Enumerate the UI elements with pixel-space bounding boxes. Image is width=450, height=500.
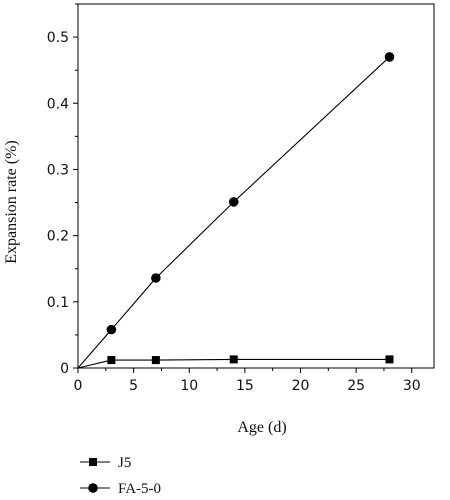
legend-label: FA-5-0 [118,481,161,497]
x-tick-label: 10 [180,378,198,394]
plot-frame [77,3,435,369]
x-tick-label: 30 [403,378,421,394]
x-axis-title: Age (d) [237,419,286,436]
y-tick-label: 0.3 [47,162,69,178]
y-tick-label: 0.4 [47,96,69,112]
x-tick-label: 25 [347,378,365,394]
x-axis-ticks: 0 5 10 15 20 25 30 [74,368,421,394]
y-tick-label: 0.5 [47,30,69,46]
y-axis-title: Expansion rate (%) [3,140,20,264]
x-tick-label: 20 [292,378,310,394]
series-j5 [77,355,394,369]
legend-marker [89,458,97,466]
y-tick-label: 0.1 [47,295,69,311]
axes [77,3,435,369]
y-tick-label: 0.2 [47,229,69,245]
series-fa-5-0 [77,52,395,369]
series-layer [77,52,395,369]
data-point [228,197,239,207]
y-axis-ticks: 0 0.1 0.2 0.3 0.4 0.5 [47,3,78,377]
x-tick-label: 15 [236,378,254,394]
data-point [107,356,116,365]
legend-item: J5 [80,455,131,471]
data-point [229,355,238,364]
data-point [384,52,395,62]
series-line [77,56,390,369]
y-tick-label: 0 [60,361,69,377]
legend-item: FA-5-0 [80,481,161,497]
data-point [151,356,160,365]
x-tick-label: 0 [74,378,83,394]
legend: J5 FA-5-0 [80,455,161,497]
data-point [151,273,161,283]
data-point [385,355,394,364]
legend-label: J5 [118,455,131,471]
legend-marker [88,483,98,493]
x-tick-label: 5 [129,378,138,394]
data-point [106,324,117,335]
